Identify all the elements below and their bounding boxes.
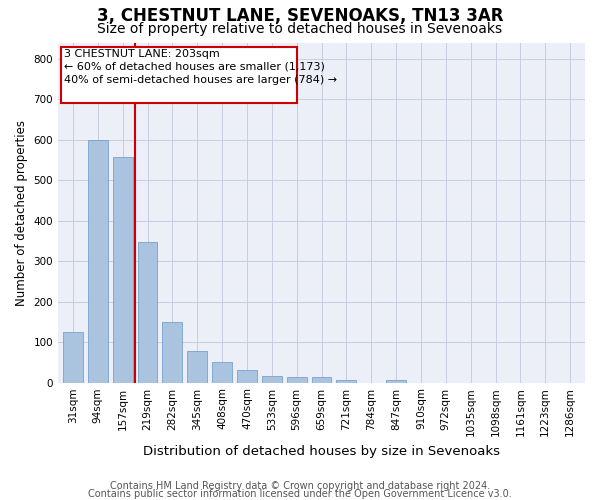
Text: Contains HM Land Registry data © Crown copyright and database right 2024.: Contains HM Land Registry data © Crown c… xyxy=(110,481,490,491)
Text: Contains public sector information licensed under the Open Government Licence v3: Contains public sector information licen… xyxy=(88,489,512,499)
Bar xyxy=(187,352,207,382)
Bar xyxy=(287,378,307,382)
FancyBboxPatch shape xyxy=(61,46,296,103)
Bar xyxy=(163,322,182,382)
Bar xyxy=(212,362,232,382)
Bar xyxy=(262,376,282,382)
Bar xyxy=(88,140,108,382)
X-axis label: Distribution of detached houses by size in Sevenoaks: Distribution of detached houses by size … xyxy=(143,444,500,458)
Text: 3, CHESTNUT LANE, SEVENOAKS, TN13 3AR: 3, CHESTNUT LANE, SEVENOAKS, TN13 3AR xyxy=(97,8,503,26)
Y-axis label: Number of detached properties: Number of detached properties xyxy=(15,120,28,306)
Bar xyxy=(311,378,331,382)
Bar xyxy=(386,380,406,382)
Bar xyxy=(137,242,157,382)
Bar xyxy=(63,332,83,382)
Bar xyxy=(237,370,257,382)
Text: Size of property relative to detached houses in Sevenoaks: Size of property relative to detached ho… xyxy=(97,22,503,36)
Text: 3 CHESTNUT LANE: 203sqm
← 60% of detached houses are smaller (1,173)
40% of semi: 3 CHESTNUT LANE: 203sqm ← 60% of detache… xyxy=(64,48,337,85)
Bar xyxy=(337,380,356,382)
Bar xyxy=(113,157,133,382)
